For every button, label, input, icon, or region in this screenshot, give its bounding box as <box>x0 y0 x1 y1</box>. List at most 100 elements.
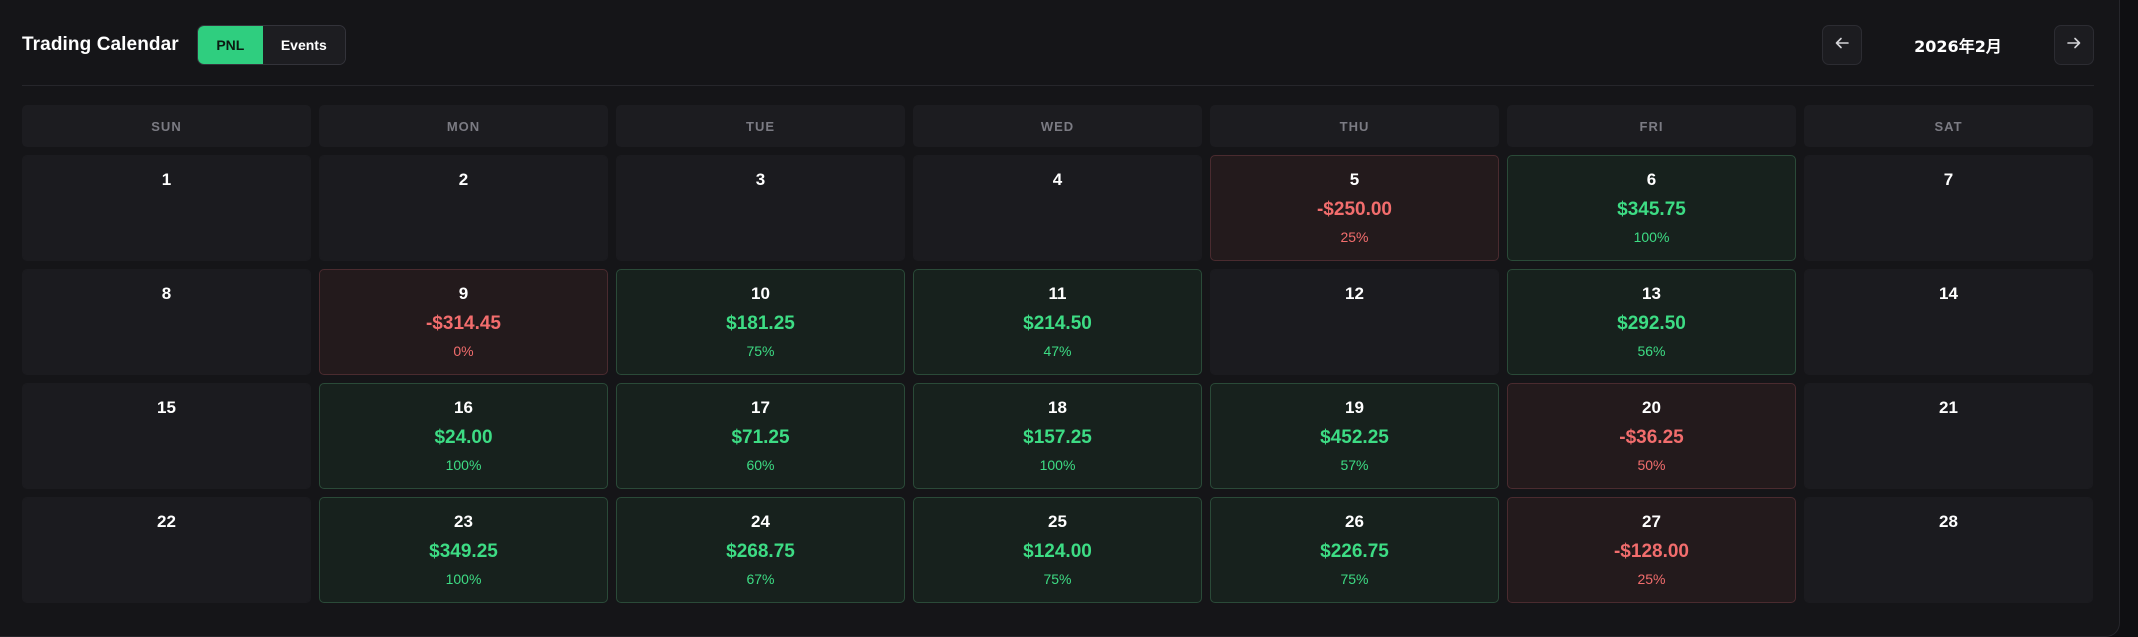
day-number: 14 <box>1939 284 1958 303</box>
pnl-toggle-button[interactable]: PNL <box>197 26 263 64</box>
day-number: 2 <box>458 170 469 189</box>
day-pnl-value: $124.00 <box>1023 541 1092 562</box>
weekday-header-sat: SAT <box>1804 105 2093 147</box>
weekday-header-sun: SUN <box>22 105 311 147</box>
day-number: 20 <box>1642 398 1661 417</box>
day-number: 27 <box>1642 512 1661 531</box>
day-win-rate: 100% <box>445 571 482 587</box>
calendar-day-cell[interactable]: 10 $181.25 75% <box>616 269 905 375</box>
day-win-rate: 25% <box>1340 229 1369 245</box>
day-win-rate: 67% <box>746 571 775 587</box>
calendar-day-cell[interactable]: 21 <box>1804 383 2093 489</box>
calendar-day-cell[interactable]: 1 <box>22 155 311 261</box>
day-number: 25 <box>1048 512 1067 531</box>
day-pnl-value: $345.75 <box>1617 199 1686 220</box>
day-win-rate: 75% <box>1043 571 1072 587</box>
day-number: 16 <box>454 398 473 417</box>
day-pnl-value: $24.00 <box>434 427 493 448</box>
day-number: 9 <box>458 284 469 303</box>
calendar-day-cell[interactable]: 12 <box>1210 269 1499 375</box>
weekday-header-tue: TUE <box>616 105 905 147</box>
calendar-day-cell[interactable]: 23 $349.25 100% <box>319 497 608 603</box>
day-number: 4 <box>1052 170 1063 189</box>
day-number: 21 <box>1939 398 1958 417</box>
calendar-day-cell[interactable]: 25 $124.00 75% <box>913 497 1202 603</box>
day-win-rate: 100% <box>445 457 482 473</box>
calendar-day-cell[interactable]: 15 <box>22 383 311 489</box>
calendar-day-cell[interactable]: 4 <box>913 155 1202 261</box>
calendar-day-cell[interactable]: 6 $345.75 100% <box>1507 155 1796 261</box>
calendar-day-cell[interactable]: 7 <box>1804 155 2093 261</box>
day-number: 26 <box>1345 512 1364 531</box>
view-toggle: PNL Events <box>196 25 346 65</box>
calendar-grid: SUN MON TUE WED THU FRI SAT 1 2 3 4 5 -$250.0… <box>22 105 2093 611</box>
calendar-day-cell[interactable]: 9 -$314.45 0% <box>319 269 608 375</box>
day-win-rate: 75% <box>1340 571 1369 587</box>
day-pnl-value: -$250.00 <box>1316 199 1392 220</box>
weekday-header-mon: MON <box>319 105 608 147</box>
day-win-rate: 47% <box>1043 343 1072 359</box>
day-win-rate: 57% <box>1340 457 1369 473</box>
day-win-rate: 56% <box>1637 343 1666 359</box>
calendar-day-cell[interactable]: 22 <box>22 497 311 603</box>
day-pnl-value: $268.75 <box>726 541 795 562</box>
day-pnl-value: -$36.25 <box>1619 427 1684 448</box>
day-pnl-value: $292.50 <box>1617 313 1686 334</box>
day-pnl-value: -$128.00 <box>1613 541 1689 562</box>
events-toggle-button[interactable]: Events <box>262 26 345 64</box>
calendar-day-cell[interactable]: 5 -$250.00 25% <box>1210 155 1499 261</box>
previous-month-button[interactable] <box>1822 25 1862 65</box>
weekday-header-thu: THU <box>1210 105 1499 147</box>
calendar-day-cell[interactable]: 2 <box>319 155 608 261</box>
day-win-rate: 100% <box>1039 457 1076 473</box>
weekday-header-wed: WED <box>913 105 1202 147</box>
day-pnl-value: $226.75 <box>1320 541 1389 562</box>
month-navigation: 2026年2月 <box>1822 25 2094 65</box>
day-number: 12 <box>1345 284 1364 303</box>
day-win-rate: 50% <box>1637 457 1666 473</box>
day-pnl-value: $181.25 <box>726 313 795 334</box>
day-pnl-value: $157.25 <box>1023 427 1092 448</box>
calendar-day-cell[interactable]: 3 <box>616 155 905 261</box>
header-divider <box>22 85 2094 86</box>
arrow-right-icon <box>2067 36 2081 54</box>
day-win-rate: 100% <box>1633 229 1670 245</box>
calendar-day-cell[interactable]: 16 $24.00 100% <box>319 383 608 489</box>
day-number: 23 <box>454 512 473 531</box>
day-number: 1 <box>161 170 172 189</box>
day-pnl-value: -$314.45 <box>425 313 501 334</box>
day-pnl-value: $71.25 <box>731 427 790 448</box>
calendar-day-cell[interactable]: 14 <box>1804 269 2093 375</box>
day-number: 5 <box>1349 170 1360 189</box>
day-number: 3 <box>755 170 766 189</box>
day-pnl-value: $452.25 <box>1320 427 1389 448</box>
day-number: 15 <box>157 398 176 417</box>
day-number: 22 <box>157 512 176 531</box>
calendar-day-cell[interactable]: 11 $214.50 47% <box>913 269 1202 375</box>
day-number: 19 <box>1345 398 1364 417</box>
day-win-rate: 0% <box>453 343 474 359</box>
calendar-header: Trading Calendar PNL Events 2026年2月 <box>22 24 2094 66</box>
calendar-day-cell[interactable]: 17 $71.25 60% <box>616 383 905 489</box>
calendar-day-cell[interactable]: 19 $452.25 57% <box>1210 383 1499 489</box>
day-number: 28 <box>1939 512 1958 531</box>
arrow-left-icon <box>1835 36 1849 54</box>
day-pnl-value: $349.25 <box>429 541 498 562</box>
day-number: 7 <box>1943 170 1954 189</box>
calendar-day-cell[interactable]: 18 $157.25 100% <box>913 383 1202 489</box>
calendar-day-cell[interactable]: 20 -$36.25 50% <box>1507 383 1796 489</box>
calendar-day-cell[interactable]: 24 $268.75 67% <box>616 497 905 603</box>
calendar-day-cell[interactable]: 8 <box>22 269 311 375</box>
calendar-day-cell[interactable]: 26 $226.75 75% <box>1210 497 1499 603</box>
day-pnl-value: $214.50 <box>1023 313 1092 334</box>
next-month-button[interactable] <box>2054 25 2094 65</box>
day-number: 6 <box>1646 170 1657 189</box>
calendar-day-cell[interactable]: 13 $292.50 56% <box>1507 269 1796 375</box>
weekday-header-fri: FRI <box>1507 105 1796 147</box>
calendar-day-cell[interactable]: 27 -$128.00 25% <box>1507 497 1796 603</box>
calendar-day-cell[interactable]: 28 <box>1804 497 2093 603</box>
day-win-rate: 60% <box>746 457 775 473</box>
day-number: 13 <box>1642 284 1661 303</box>
day-number: 10 <box>751 284 770 303</box>
